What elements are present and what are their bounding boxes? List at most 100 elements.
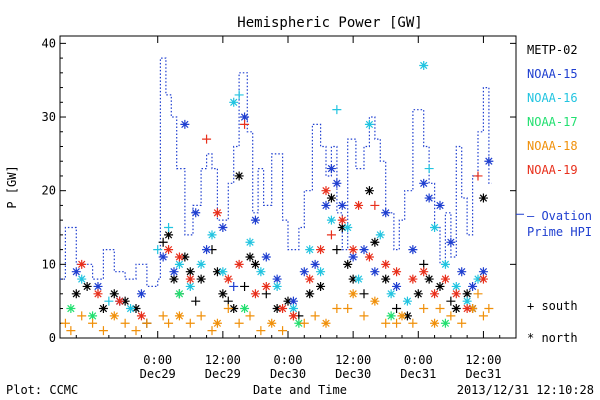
- point-north: [136, 311, 146, 321]
- point-north: [359, 245, 369, 255]
- marker-key: + south * north: [527, 299, 578, 345]
- x-tick-label-date: Dec29: [140, 367, 176, 381]
- point-north: [316, 281, 326, 291]
- point-north: [478, 267, 488, 277]
- y-tick-label: 10: [42, 257, 56, 271]
- point-north: [473, 274, 483, 284]
- point-south: [158, 311, 168, 321]
- point-north: [196, 259, 206, 269]
- point-north: [337, 200, 347, 210]
- y-tick-label: 40: [42, 36, 56, 50]
- point-south: [326, 230, 336, 240]
- point-north: [77, 259, 87, 269]
- x-tick-label-time: 12:00: [205, 353, 241, 367]
- point-north: [424, 274, 434, 284]
- point-north: [305, 274, 315, 284]
- point-north: [164, 245, 174, 255]
- point-south: [77, 311, 87, 321]
- point-north: [185, 267, 195, 277]
- point-north: [364, 252, 374, 262]
- point-north: [381, 208, 391, 218]
- data-points: [60, 60, 494, 336]
- point-north: [229, 304, 239, 314]
- point-north: [223, 274, 233, 284]
- point-north: [180, 252, 190, 262]
- point-north: [288, 304, 298, 314]
- point-north: [408, 245, 418, 255]
- point-north: [283, 296, 293, 306]
- point-north: [348, 245, 358, 255]
- x-tick-label-time: 0:00: [404, 353, 433, 367]
- point-north: [109, 289, 119, 299]
- point-north: [348, 274, 358, 284]
- x-tick-label-date: Dec30: [335, 367, 371, 381]
- point-north: [478, 274, 488, 284]
- point-north: [158, 252, 168, 262]
- point-north: [272, 274, 282, 284]
- legend-item: NOAA-19: [527, 163, 578, 177]
- point-north: [212, 208, 222, 218]
- point-north: [212, 267, 222, 277]
- point-south: [164, 223, 174, 233]
- point-north: [164, 230, 174, 240]
- point-north: [354, 200, 364, 210]
- point-north: [272, 304, 282, 314]
- ovation-label-line: — Ovation: [527, 209, 592, 223]
- point-south: [446, 311, 456, 321]
- point-south: [484, 304, 494, 314]
- point-north: [370, 296, 380, 306]
- point-north: [321, 186, 331, 196]
- point-south: [120, 318, 130, 328]
- point-north: [234, 171, 244, 181]
- point-north: [326, 164, 336, 174]
- point-north: [343, 259, 353, 269]
- point-north: [419, 60, 429, 70]
- point-north: [370, 267, 380, 277]
- point-north: [174, 289, 184, 299]
- point-north: [419, 178, 429, 188]
- point-north: [375, 230, 385, 240]
- point-north: [288, 311, 298, 321]
- point-north: [136, 289, 146, 299]
- point-north: [392, 281, 402, 291]
- legend-item: NOAA-16: [527, 91, 578, 105]
- legend-item: NOAA-17: [527, 115, 578, 129]
- point-south: [359, 289, 369, 299]
- point-south: [158, 237, 168, 247]
- point-south: [240, 281, 250, 291]
- point-north: [169, 274, 179, 284]
- point-north: [332, 178, 342, 188]
- x-tick-label-time: 12:00: [335, 353, 371, 367]
- point-north: [386, 289, 396, 299]
- point-north: [120, 296, 130, 306]
- marker-key-item: * north: [527, 331, 578, 345]
- point-south: [88, 318, 98, 328]
- point-south: [408, 318, 418, 328]
- point-north: [180, 119, 190, 129]
- ovation-line-group: [60, 57, 524, 287]
- legend-item: NOAA-18: [527, 139, 578, 153]
- point-north: [240, 304, 250, 314]
- point-south: [207, 326, 217, 336]
- point-north: [245, 252, 255, 262]
- point-north: [185, 281, 195, 291]
- point-north: [386, 311, 396, 321]
- point-north: [93, 289, 103, 299]
- y-tick-label: 30: [42, 110, 56, 124]
- point-north: [288, 296, 298, 306]
- point-north: [77, 274, 87, 284]
- point-north: [424, 193, 434, 203]
- x-axis: 0:00Dec2912:00Dec290:00Dec3012:00Dec300:…: [59, 36, 517, 381]
- point-north: [430, 223, 440, 233]
- point-north: [115, 296, 125, 306]
- point-south: [229, 281, 239, 291]
- point-north: [202, 245, 212, 255]
- point-south: [332, 304, 342, 314]
- x-tick-label-time: 0:00: [143, 353, 172, 367]
- point-north: [71, 289, 81, 299]
- point-north: [261, 281, 271, 291]
- point-north: [462, 289, 472, 299]
- ovation-prime-line: [60, 57, 492, 287]
- point-north: [185, 274, 195, 284]
